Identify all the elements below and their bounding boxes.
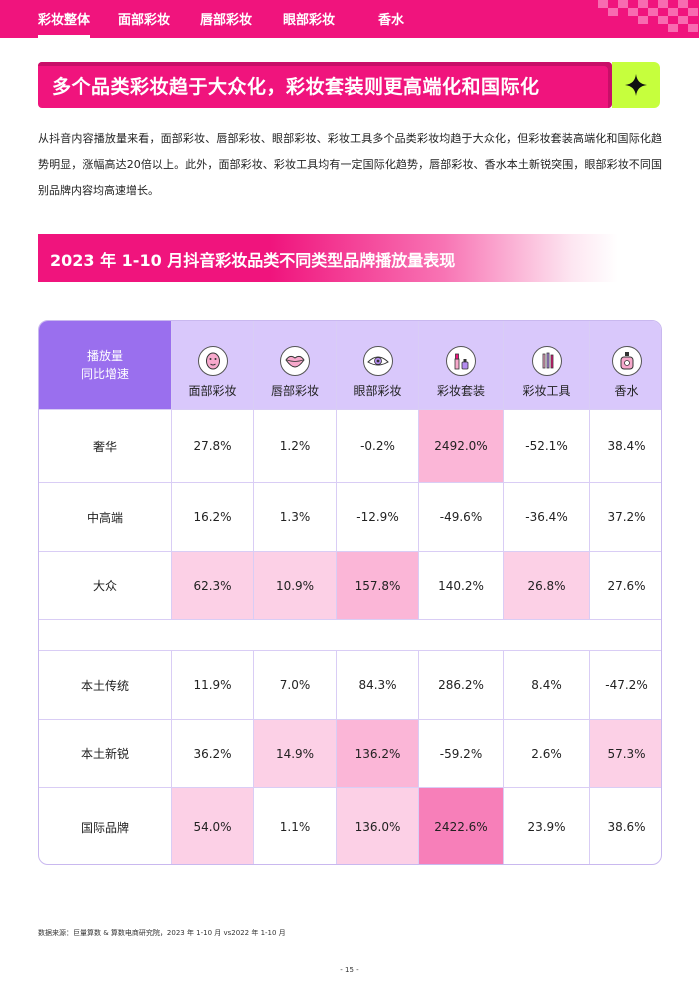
table-cell: -36.4%: [504, 483, 590, 552]
table-group-spacer: [39, 620, 661, 651]
table-cell: 1.1%: [254, 788, 337, 864]
column-header-tools: 彩妆工具: [504, 321, 590, 410]
table-cell: 36.2%: [172, 720, 254, 788]
top-nav: 彩妆整体 面部彩妆 唇部彩妆 眼部彩妆 香水: [0, 0, 699, 38]
table-cell: -52.1%: [504, 410, 590, 483]
row-label-international: 国际品牌: [39, 788, 172, 864]
table-cell: 8.4%: [504, 651, 590, 720]
column-label-lips: 唇部彩妆: [270, 384, 319, 398]
eye-icon: [362, 346, 393, 376]
lips-icon: [280, 346, 310, 376]
column-header-face: 面部彩妆: [172, 321, 254, 410]
table-cell: 136.2%: [337, 720, 419, 788]
table-cell: 16.2%: [172, 483, 254, 552]
row-label-local-emerging: 本土新锐: [39, 720, 172, 788]
row-label-local-traditional: 本土传统: [39, 651, 172, 720]
table-cell: 286.2%: [419, 651, 504, 720]
table-cell: 84.3%: [337, 651, 419, 720]
table-cell: 37.2%: [590, 483, 661, 552]
corner-line-1: 播放量: [86, 349, 123, 363]
table-cell: 54.0%: [172, 788, 254, 864]
column-label-eyes: 眼部彩妆: [353, 384, 402, 398]
tab-overall[interactable]: 彩妆整体: [38, 9, 91, 38]
row-label-luxury: 奢华: [39, 410, 172, 483]
column-header-perfume: 香水: [590, 321, 661, 410]
data-source-note: 数据来源：巨量算数 & 算数电商研究院，2023 年 1-10 月 vs2022…: [38, 929, 286, 937]
row-label-mass: 大众: [39, 552, 172, 620]
table-cell: 57.3%: [590, 720, 661, 788]
section-title: 2023 年 1-10 月抖音彩妆品类不同类型品牌播放量表现: [50, 251, 456, 270]
table-cell: 140.2%: [419, 552, 504, 620]
table-cell: 2422.6%: [419, 788, 504, 864]
table-cell: 38.6%: [607, 820, 646, 834]
table-cell: 27.6%: [590, 552, 661, 620]
table-cell: 1.3%: [254, 483, 337, 552]
table-cell: 136.0%: [337, 788, 419, 864]
table-cell: -59.2%: [419, 720, 504, 788]
tab-lips[interactable]: 唇部彩妆: [200, 13, 253, 28]
table-cell: -12.9%: [337, 483, 419, 552]
table-cell: 2492.0%: [419, 410, 504, 483]
row-label-midhigh: 中高端: [39, 483, 172, 552]
tab-eyes[interactable]: 眼部彩妆: [283, 13, 336, 28]
headline-star-box: [612, 62, 660, 108]
corner-line-2: 同比增速: [80, 367, 129, 381]
table-cell: 2.6%: [504, 720, 590, 788]
table-cell: 10.9%: [254, 552, 337, 620]
headline-banner: 多个品类彩妆趋于大众化，彩妆套装则更高端化和国际化: [38, 62, 612, 108]
headline-text: 多个品类彩妆趋于大众化，彩妆套装则更高端化和国际化: [52, 76, 540, 98]
face-mask-icon: [197, 346, 228, 376]
page-number: - 15 -: [340, 966, 359, 974]
column-label-face: 面部彩妆: [188, 384, 237, 398]
table-cell: 23.9%: [504, 788, 590, 864]
brushes-icon: [531, 346, 562, 376]
growth-table: 播放量 同比增速 面部彩妆 唇部彩妆 眼部彩妆 彩妆套装 彩妆工具: [38, 320, 662, 865]
column-header-lips: 唇部彩妆: [254, 321, 337, 410]
table-corner-header: 播放量 同比增速: [39, 321, 172, 410]
column-label-perfume: 香水: [614, 384, 639, 398]
column-header-kit: 彩妆套装: [419, 321, 504, 410]
table-cell: 38.4%: [590, 410, 661, 483]
intro-paragraph: 从抖音内容播放量来看，面部彩妆、唇部彩妆、眼部彩妆、彩妆工具多个品类彩妆均趋于大…: [38, 132, 662, 197]
table-cell: 11.9%: [172, 651, 254, 720]
table-cell: -49.6%: [419, 483, 504, 552]
table-cell: 27.8%: [172, 410, 254, 483]
checker-decoration: [598, 0, 698, 32]
table-cell: 7.0%: [254, 651, 337, 720]
table-cell: 26.8%: [504, 552, 590, 620]
perfume-bottle-icon: [611, 346, 642, 376]
column-label-tools: 彩妆工具: [522, 384, 571, 398]
table-cell: 157.8%: [337, 552, 419, 620]
table-cell: -47.2%: [590, 651, 661, 720]
section-title-bar: 2023 年 1-10 月抖音彩妆品类不同类型品牌播放量表现: [38, 234, 618, 282]
tab-perfume[interactable]: 香水: [378, 13, 405, 28]
tab-face[interactable]: 面部彩妆: [118, 13, 171, 28]
makeup-kit-icon: [446, 346, 476, 376]
table-cell: 62.3%: [172, 552, 254, 620]
column-header-eyes: 眼部彩妆: [337, 321, 419, 410]
table-cell: 1.2%: [254, 410, 337, 483]
sparkle-star-icon: [625, 74, 647, 96]
table-cell: -0.2%: [337, 410, 419, 483]
table-cell: 14.9%: [254, 720, 337, 788]
column-label-kit: 彩妆套装: [436, 384, 485, 398]
